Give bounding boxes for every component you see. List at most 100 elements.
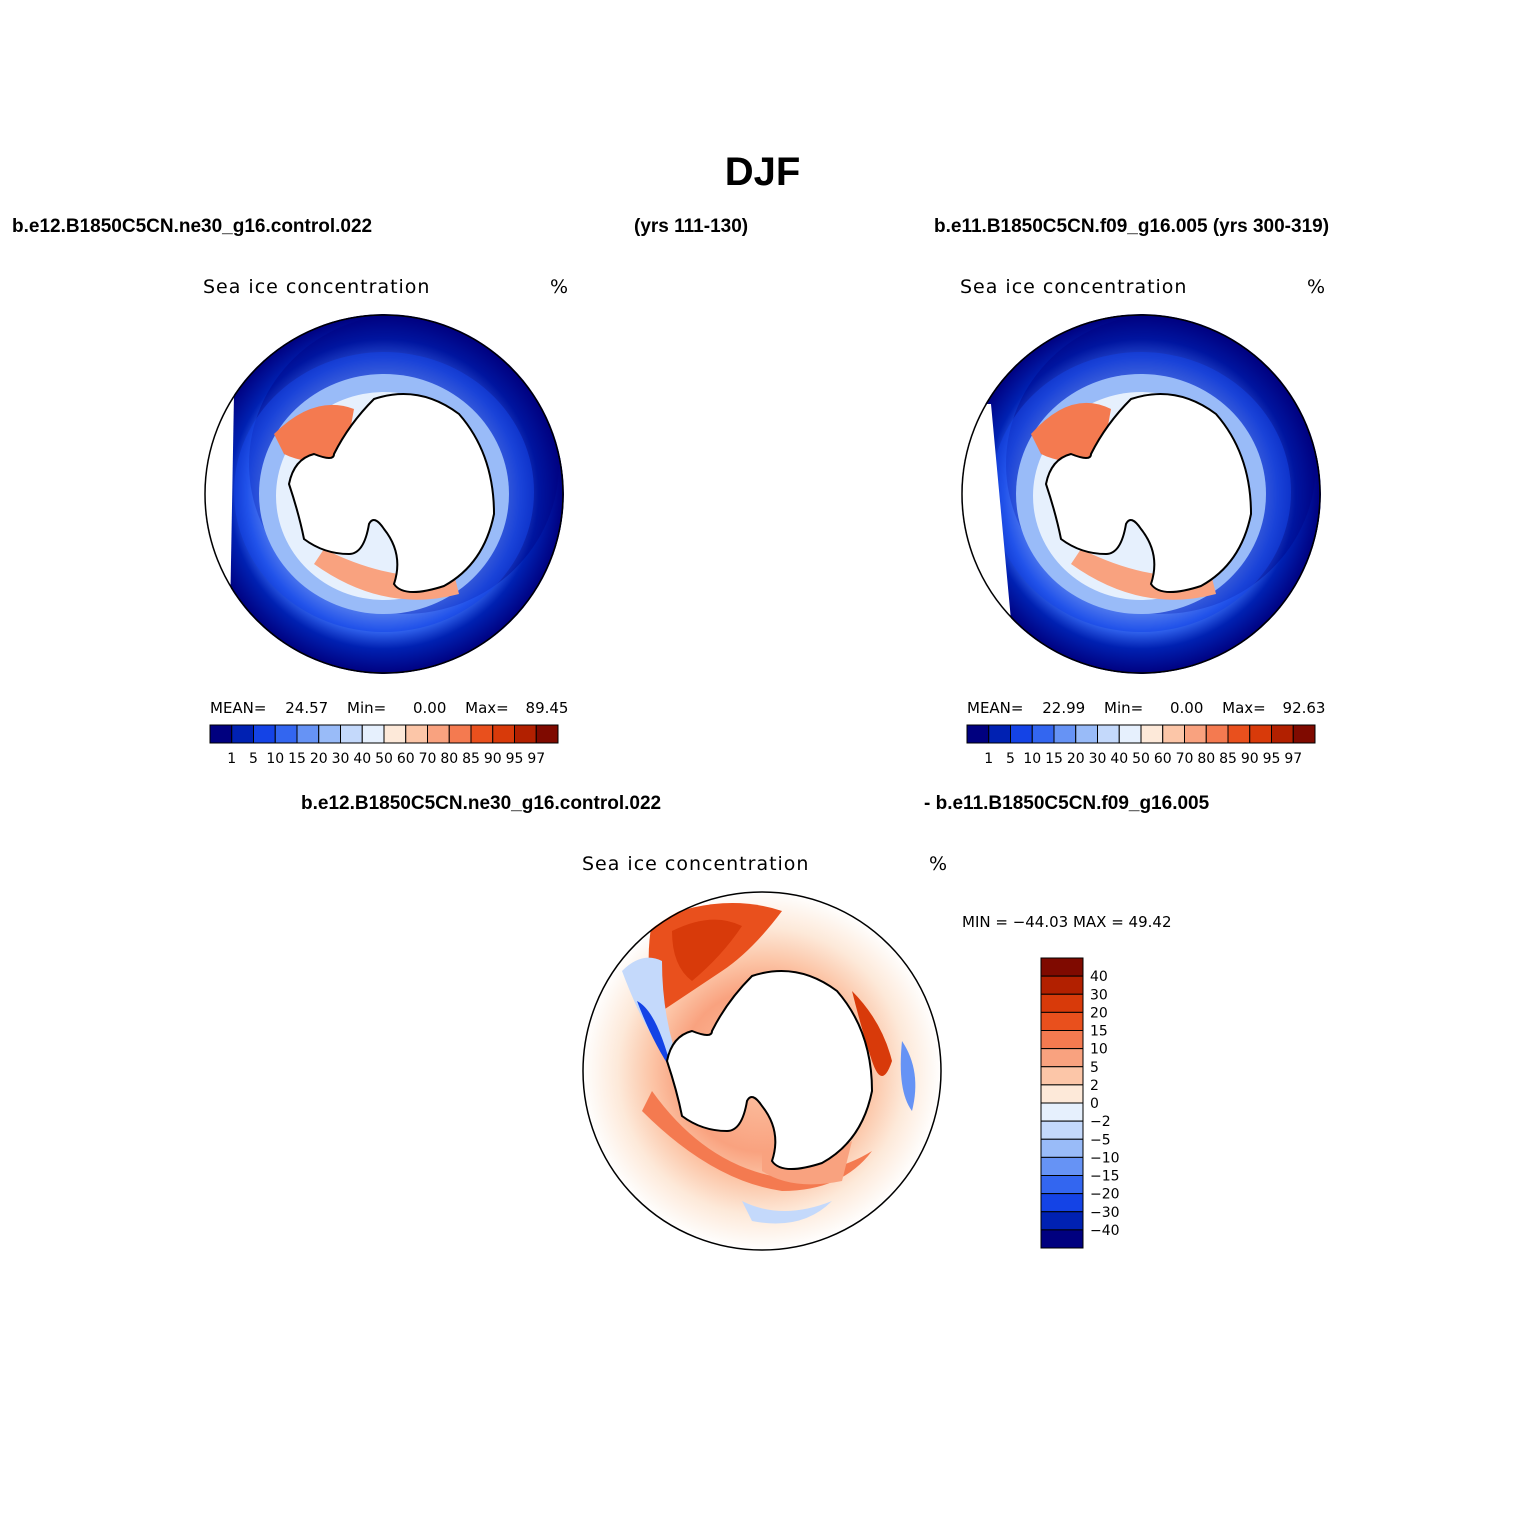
panel1-colorbar-tick-label: 85 (462, 751, 480, 767)
figure-title: DJF (724, 150, 801, 194)
diff-colorbar-tick-label: −5 (1090, 1132, 1111, 1148)
panel1-mean-value: 24.57 (285, 699, 329, 717)
panel2-colorbar-swatch-12 (1227, 724, 1251, 744)
panel1-min-label: Min= (347, 699, 387, 717)
panel2-colorbar-tick-label: 85 (1219, 751, 1237, 767)
panel2-stats: MEAN= 22.99 Min= 0.00 Max= 92.63 (967, 699, 1325, 717)
panel2-colorbar-tick-label: 70 (1176, 751, 1194, 767)
diff-colorbar-swatch-1 (1040, 975, 1084, 995)
panel1-colorbar-tick-label: 95 (506, 751, 524, 767)
diff-colorbar-tick-label: 30 (1090, 987, 1108, 1003)
diff-colorbar-swatch-9 (1040, 1120, 1084, 1140)
diff-colorbar-tick-label: −15 (1090, 1169, 1120, 1185)
panel2-colorbar: 1 5 10 15 20 30 40 50 60 70 80 85 90 95 97 (966, 724, 1316, 767)
panel1-mean-label: MEAN= (210, 699, 267, 717)
panel2-colorbar-swatch-6 (1097, 724, 1120, 744)
panel1-colorbar-tick-label: 60 (397, 751, 415, 767)
panel2-min-value: 0.00 (1169, 699, 1204, 717)
panel1-colorbar-swatch-1 (231, 724, 254, 744)
diff-colorbar-swatch-14 (1040, 1211, 1084, 1231)
panel1-title: Sea ice concentration (203, 276, 431, 298)
panel2-colorbar-swatch-4 (1053, 724, 1077, 744)
diff-colorbar-swatch-0 (1040, 957, 1084, 977)
panel1-colorbar-swatch-11 (448, 724, 472, 744)
panel1-colorbar-swatch-3 (274, 724, 298, 744)
panel2-colorbar-swatch-8 (1140, 724, 1164, 744)
panel2-title: Sea ice concentration (960, 276, 1188, 298)
panel1-colorbar-tick-label: 1 (227, 751, 236, 767)
diff-colorbar-swatch-13 (1040, 1193, 1084, 1213)
panel1-colorbar-swatch-12 (470, 724, 494, 744)
panel1-colorbar-tick-label: 40 (353, 751, 371, 767)
panel1-min-value: 0.00 (412, 699, 447, 717)
left-years-label: (yrs 111-130) (634, 216, 749, 237)
panel2-colorbar-swatch-14 (1271, 724, 1294, 744)
diff-colorbar-tick-label: −10 (1090, 1150, 1120, 1166)
panel2-units: % (1307, 276, 1327, 298)
diff-colorbar-tick-label: −40 (1090, 1223, 1120, 1239)
panel1-colorbar-tick-label: 20 (310, 751, 328, 767)
panel1-colorbar: 1 5 10 15 20 30 40 50 60 70 80 85 90 95 97 (209, 724, 559, 767)
diff-colorbar-swatch-2 (1040, 993, 1084, 1013)
panel2-max-value: 92.63 (1282, 699, 1326, 717)
panel2-colorbar-swatch-2 (1010, 724, 1033, 744)
diff-colorbar-swatch-11 (1040, 1156, 1084, 1176)
panel1-colorbar-tick-label: 5 (249, 751, 258, 767)
panel3-title: Sea ice concentration (582, 853, 810, 875)
panel1-colorbar-swatch-8 (383, 724, 407, 744)
panel2-colorbar-tick-label: 50 (1132, 751, 1150, 767)
panel2-colorbar-tick-label: 60 (1154, 751, 1172, 767)
panel2-colorbar-swatch-0 (966, 724, 990, 744)
panel1-colorbar-swatch-13 (492, 724, 515, 744)
diff-colorbar-tick-label: 10 (1090, 1042, 1108, 1058)
diff-left-label: b.e12.B1850C5CN.ne30_g16.control.022 (301, 793, 662, 814)
panel2-colorbar-tick-label: 20 (1067, 751, 1085, 767)
diff-colorbar-tick-label: 2 (1090, 1078, 1099, 1094)
panel2-colorbar-swatch-15 (1292, 724, 1316, 744)
panel3-units: % (929, 853, 949, 875)
panel2-colorbar-tick-label: 40 (1110, 751, 1128, 767)
panel1-colorbar-tick-label: 50 (375, 751, 393, 767)
panel2-colorbar-swatch-7 (1118, 724, 1142, 744)
panel1-colorbar-swatch-4 (296, 724, 320, 744)
diff-right-label: - b.e11.B1850C5CN.f09_g16.005 (924, 793, 1210, 814)
panel1-colorbar-tick-label: 30 (332, 751, 350, 767)
diff-colorbar-swatch-6 (1040, 1066, 1084, 1086)
panel1-units: % (550, 276, 570, 298)
panel2-colorbar-tick-label: 5 (1006, 751, 1015, 767)
panel1-colorbar-tick-label: 70 (419, 751, 437, 767)
diff-colorbar-swatch-15 (1040, 1229, 1084, 1249)
panel2-colorbar-tick-label: 80 (1197, 751, 1215, 767)
panel1-colorbar-swatch-5 (318, 724, 341, 744)
panel2-map (961, 314, 1321, 674)
diff-colorbar-swatch-8 (1040, 1102, 1084, 1122)
panel1-colorbar-swatch-6 (340, 724, 363, 744)
panel1-colorbar-tick-label: 90 (484, 751, 502, 767)
panel1-colorbar-swatch-15 (535, 724, 559, 744)
panel1-colorbar-swatch-10 (427, 724, 450, 744)
panel2-max-label: Max= (1222, 699, 1266, 717)
diff-colorbar-tick-label: 20 (1090, 1005, 1108, 1021)
panel1-colorbar-tick-label: 80 (440, 751, 458, 767)
panel1-colorbar-tick-label: 10 (266, 751, 284, 767)
panel2-colorbar-swatch-3 (1031, 724, 1055, 744)
panel2-colorbar-tick-label: 15 (1045, 751, 1063, 767)
right-case-label: b.e11.B1850C5CN.f09_g16.005 (yrs 300-319… (934, 216, 1330, 237)
panel2-colorbar-swatch-1 (988, 724, 1011, 744)
panel2-colorbar-swatch-10 (1184, 724, 1207, 744)
panel2-min-label: Min= (1104, 699, 1144, 717)
panel1-colorbar-swatch-9 (405, 724, 428, 744)
panel2-colorbar-swatch-9 (1162, 724, 1185, 744)
diff-colorbar-swatch-12 (1040, 1175, 1084, 1195)
panel2-colorbar-tick-label: 10 (1023, 751, 1041, 767)
diff-colorbar-swatch-7 (1040, 1084, 1084, 1104)
panel2-colorbar-tick-label: 90 (1241, 751, 1259, 767)
panel1-max-value: 89.45 (525, 699, 569, 717)
panel3-stats: MIN = −44.03 MAX = 49.42 (962, 913, 1172, 931)
left-case-label: b.e12.B1850C5CN.ne30_g16.control.022 (12, 216, 373, 237)
panel3-map (582, 891, 942, 1251)
panel2-mean-label: MEAN= (967, 699, 1024, 717)
panel2-mean-value: 22.99 (1042, 699, 1086, 717)
diff-colorbar-tick-label: −2 (1090, 1114, 1111, 1130)
